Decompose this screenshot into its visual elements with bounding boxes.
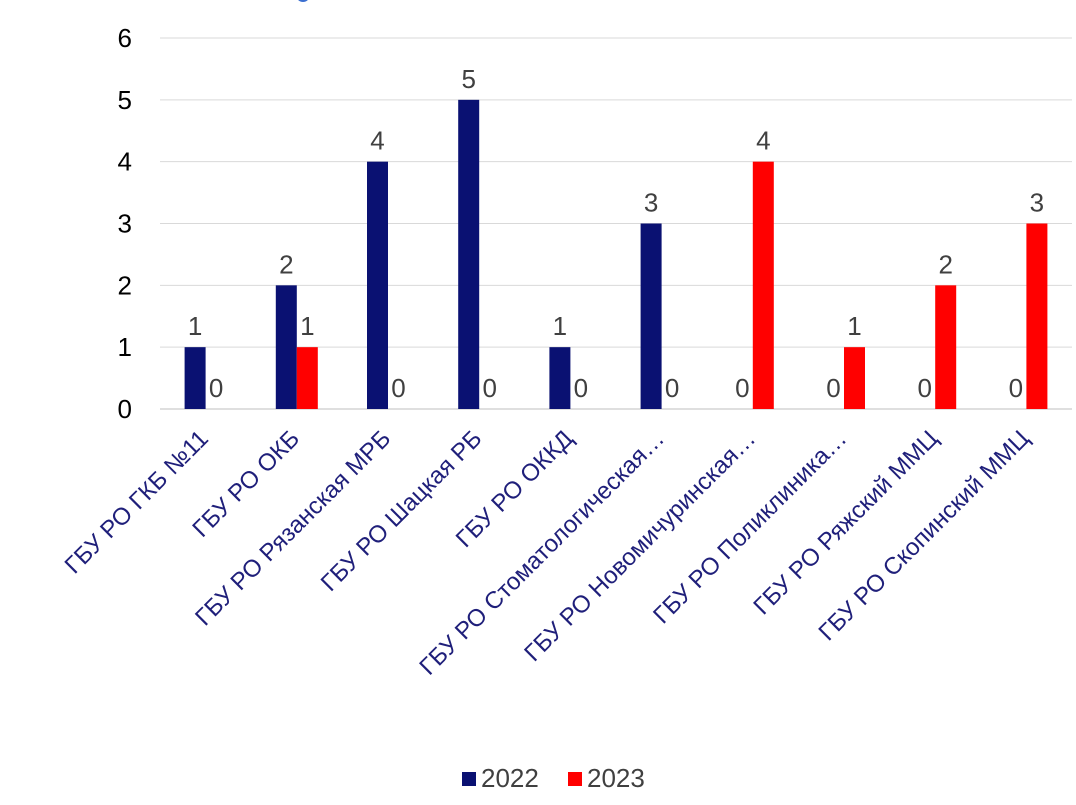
y-axis-ticks: 0 1 2 3 4 5 6 bbox=[118, 23, 132, 424]
data-label: 0 bbox=[1009, 373, 1023, 403]
data-label: 1 bbox=[847, 311, 861, 341]
data-label: 1 bbox=[553, 311, 567, 341]
x-category-label: ГБУ РО ГКБ №11 bbox=[60, 425, 214, 579]
data-label: 4 bbox=[756, 126, 770, 156]
y-tick-label: 5 bbox=[118, 85, 132, 115]
title-fragment bbox=[296, 0, 310, 2]
y-tick-label: 1 bbox=[118, 332, 132, 362]
bar-2023 bbox=[844, 347, 865, 409]
x-category-label: ГБУ РО Шацкая РБ bbox=[316, 425, 488, 597]
bar-2022 bbox=[184, 347, 206, 409]
bar-2022 bbox=[640, 223, 662, 409]
legend-swatch-2023 bbox=[568, 772, 582, 786]
legend-label: 2023 bbox=[587, 763, 645, 793]
bars bbox=[184, 99, 1048, 409]
bar-2023 bbox=[296, 347, 318, 409]
data-label: 1 bbox=[188, 311, 202, 341]
gridlines bbox=[160, 37, 1072, 410]
y-tick-label: 6 bbox=[118, 23, 132, 53]
data-label: 2 bbox=[938, 249, 952, 279]
data-label: 5 bbox=[461, 64, 475, 94]
data-label: 0 bbox=[735, 373, 749, 403]
bar-2022 bbox=[367, 161, 388, 409]
data-label: 0 bbox=[209, 373, 223, 403]
legend-label: 2022 bbox=[481, 763, 539, 793]
data-label: 0 bbox=[482, 373, 496, 403]
bar-2022 bbox=[275, 285, 297, 409]
data-label: 0 bbox=[391, 373, 405, 403]
data-label: 0 bbox=[665, 373, 679, 403]
bar-2023 bbox=[1026, 223, 1048, 409]
data-label: 1 bbox=[300, 311, 314, 341]
legend: 2022 2023 bbox=[462, 763, 645, 793]
data-label: 0 bbox=[826, 373, 840, 403]
bar-2022 bbox=[458, 99, 480, 409]
data-label: 4 bbox=[370, 126, 384, 156]
data-label: 0 bbox=[917, 373, 931, 403]
bar-2022 bbox=[549, 347, 571, 409]
y-tick-label: 0 bbox=[118, 394, 132, 424]
data-label: 0 bbox=[574, 373, 588, 403]
data-label: 3 bbox=[644, 188, 658, 218]
y-tick-label: 3 bbox=[118, 209, 132, 239]
y-tick-label: 2 bbox=[118, 270, 132, 300]
data-labels: 1 0 2 1 4 0 5 0 1 0 3 0 0 4 0 1 0 2 0 3 bbox=[188, 64, 1044, 403]
legend-swatch-2022 bbox=[462, 772, 476, 786]
x-category-label: ГБУ РО Ряжский ММЦ bbox=[748, 425, 943, 620]
bar-2023 bbox=[752, 161, 774, 409]
y-tick-label: 4 bbox=[118, 147, 132, 177]
bar-2023 bbox=[935, 285, 957, 409]
data-label: 3 bbox=[1030, 188, 1044, 218]
data-label: 2 bbox=[279, 249, 293, 279]
